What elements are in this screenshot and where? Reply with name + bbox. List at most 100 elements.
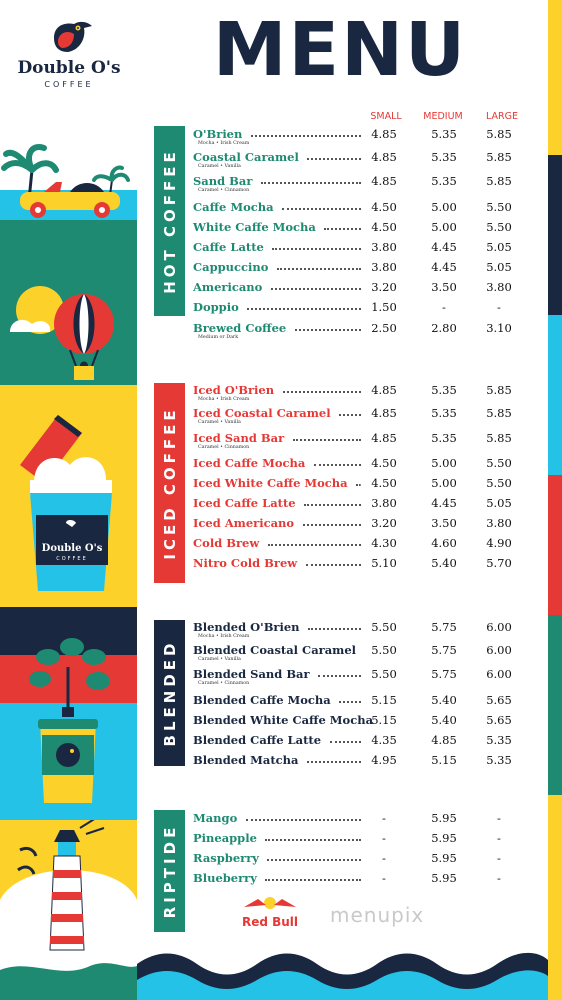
item-name: Iced Sand Bar (193, 431, 285, 445)
leader-dots (271, 288, 361, 290)
price-small: 4.85 (371, 127, 397, 141)
price-medium: 5.35 (431, 383, 457, 397)
leader-dots (308, 628, 361, 630)
item-name: Raspberry (193, 851, 259, 865)
leader-dots (251, 135, 361, 137)
item-name: Blended Coastal Caramel (193, 643, 357, 657)
lighthouse-illustration (0, 820, 137, 1000)
item-name: Cold Brew (193, 536, 260, 550)
price-medium: 3.50 (431, 280, 457, 294)
price-small: 4.30 (371, 536, 397, 550)
leader-dots (307, 761, 361, 763)
price-large: 6.00 (486, 620, 512, 634)
price-medium: 5.40 (431, 713, 457, 727)
price-small: 5.50 (371, 643, 397, 657)
price-medium: 5.95 (431, 851, 457, 865)
price-large: 5.85 (486, 383, 512, 397)
brand-subtitle: COFFEE (44, 80, 94, 89)
price-large: - (497, 811, 501, 825)
menu-item: Iced O'Brien Mocha • Irish Cream 4.85 5.35 5… (193, 383, 533, 403)
menu-item: Cappuccino 3.80 4.45 5.05 (193, 260, 533, 280)
item-description: Caramel • Vanilla (198, 420, 241, 425)
cup-brand-name: Double O's (41, 543, 103, 554)
price-medium: 5.35 (431, 174, 457, 188)
leader-dots (314, 464, 361, 466)
price-medium: 5.00 (431, 200, 457, 214)
leader-dots (268, 544, 361, 546)
leader-dots (247, 308, 361, 310)
menu-item: Blended Coastal Caramel Caramel • Vanilla… (193, 643, 533, 663)
menu-item: Iced Caffe Mocha 4.50 5.00 5.50 (193, 456, 533, 476)
price-large: 5.05 (486, 496, 512, 510)
item-name: Caffe Mocha (193, 200, 274, 214)
price-medium: 5.15 (431, 753, 457, 767)
stripe-red (548, 475, 562, 615)
item-description: Mocha • Irish Cream (198, 397, 250, 402)
menu-item: Blended Matcha 4.95 5.15 5.35 (193, 753, 533, 773)
watermark: menupix (330, 903, 425, 927)
menu-item: Iced Americano 3.20 3.50 3.80 (193, 516, 533, 536)
menu-item: Blended O'Brien Mocha • Irish Cream 5.50 5.… (193, 620, 533, 640)
item-description: Caramel • Cinnamon (198, 681, 250, 686)
section-tab-hot-coffee: HOT COFFEE (154, 126, 185, 316)
section-label-iced-coffee: ICED COFFEE (160, 406, 179, 560)
menu-item: Blueberry - 5.95 - (193, 871, 533, 891)
hot-air-balloon-illustration (10, 286, 114, 380)
item-name: Blended O'Brien (193, 620, 300, 634)
menu-item: Blended Caffe Mocha 5.15 5.40 5.65 (193, 693, 533, 713)
item-name: Sand Bar (193, 174, 253, 188)
leader-dots (330, 741, 361, 743)
menu-item: Blended White Caffe Mocha 5.15 5.40 5.65 (193, 713, 533, 733)
price-large: 5.05 (486, 260, 512, 274)
price-small: 1.50 (371, 300, 397, 314)
price-large: 4.90 (486, 536, 512, 550)
item-name: Doppio (193, 300, 239, 314)
price-large: - (497, 300, 501, 314)
price-large: 5.50 (486, 200, 512, 214)
price-medium: 3.50 (431, 516, 457, 530)
item-name: Blended Caffe Latte (193, 733, 322, 747)
stripe-cyan (548, 315, 562, 475)
menu-item: Iced Caffe Latte 3.80 4.45 5.05 (193, 496, 533, 516)
item-name: Iced Americano (193, 516, 295, 530)
price-medium: 5.95 (431, 831, 457, 845)
bird-logo-icon (54, 21, 92, 52)
leader-dots (304, 504, 361, 506)
price-large: 5.65 (486, 693, 512, 707)
leader-dots (307, 158, 361, 160)
leader-dots (318, 675, 361, 677)
price-small: 4.85 (371, 383, 397, 397)
menu-item: Iced Coastal Caramel Caramel • Vanilla 4.8… (193, 406, 533, 426)
art-beach-panel (0, 130, 137, 220)
price-small: 5.50 (371, 667, 397, 681)
item-name: Blended Caffe Mocha (193, 693, 331, 707)
price-medium: 4.85 (431, 733, 457, 747)
price-small: 5.10 (371, 556, 397, 570)
cup-brand-subtitle: COFFEE (56, 556, 88, 562)
price-small: 3.80 (371, 260, 397, 274)
price-medium: 5.35 (431, 406, 457, 420)
price-medium: 4.45 (431, 496, 457, 510)
menu-item: Caffe Mocha 4.50 5.00 5.50 (193, 200, 533, 220)
red-bull-icon (244, 897, 296, 909)
price-large: 5.85 (486, 431, 512, 445)
menu-item: Nitro Cold Brew 5.10 5.40 5.70 (193, 556, 533, 576)
price-large: 5.50 (486, 220, 512, 234)
menu-item: Iced White Caffe Mocha 4.50 5.00 5.50 (193, 476, 533, 496)
section-tab-blended: BLENDED (154, 620, 185, 766)
item-name: Blended Matcha (193, 753, 299, 767)
price-medium: 4.45 (431, 240, 457, 254)
price-medium: 5.35 (431, 127, 457, 141)
price-large: 5.85 (486, 150, 512, 164)
price-medium: 5.75 (431, 643, 457, 657)
price-large: 5.85 (486, 127, 512, 141)
stripe-yellow (548, 0, 562, 155)
price-large: - (497, 871, 501, 885)
price-small: 4.85 (371, 431, 397, 445)
menu-item: Blended Caffe Latte 4.35 4.85 5.35 (193, 733, 533, 753)
item-description: Mocha • Irish Cream (198, 141, 250, 146)
price-small: 4.85 (371, 150, 397, 164)
leader-dots (306, 564, 361, 566)
leader-dots (282, 208, 361, 210)
item-description: Medium or Dark (198, 335, 239, 340)
